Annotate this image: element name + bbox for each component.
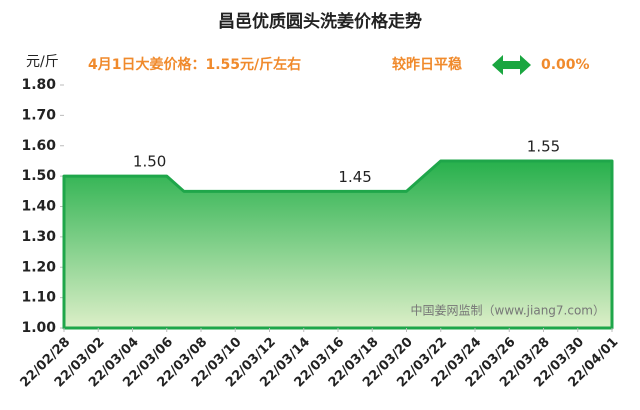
- y-tick-label: 1.30: [21, 229, 56, 245]
- price-note: 4月1日大姜价格：1.55元/斤左右: [88, 56, 301, 73]
- y-tick-label: 1.00: [21, 320, 56, 336]
- y-tick-label: 1.50: [21, 168, 56, 184]
- flat-arrow-icon: [492, 55, 531, 75]
- y-tick-label: 1.10: [21, 290, 56, 306]
- data-label: 1.50: [133, 153, 166, 171]
- change-note: 较昨日平稳: [392, 56, 462, 73]
- watermark: 中国姜网监制（www.jiang7.com）: [411, 303, 605, 318]
- change-percent: 0.00%: [541, 57, 590, 73]
- chart-title: 昌邑优质圆头洗姜价格走势: [218, 11, 422, 32]
- y-tick-label: 1.40: [21, 199, 56, 215]
- data-label: 1.55: [527, 137, 560, 155]
- data-label: 1.45: [338, 168, 371, 186]
- y-tick-label: 1.20: [21, 259, 56, 275]
- y-axis-label: 元/斤: [26, 54, 59, 70]
- y-tick-label: 1.80: [21, 77, 56, 93]
- y-tick-label: 1.60: [21, 138, 56, 154]
- area: [62, 159, 614, 330]
- y-tick-label: 1.70: [21, 107, 56, 123]
